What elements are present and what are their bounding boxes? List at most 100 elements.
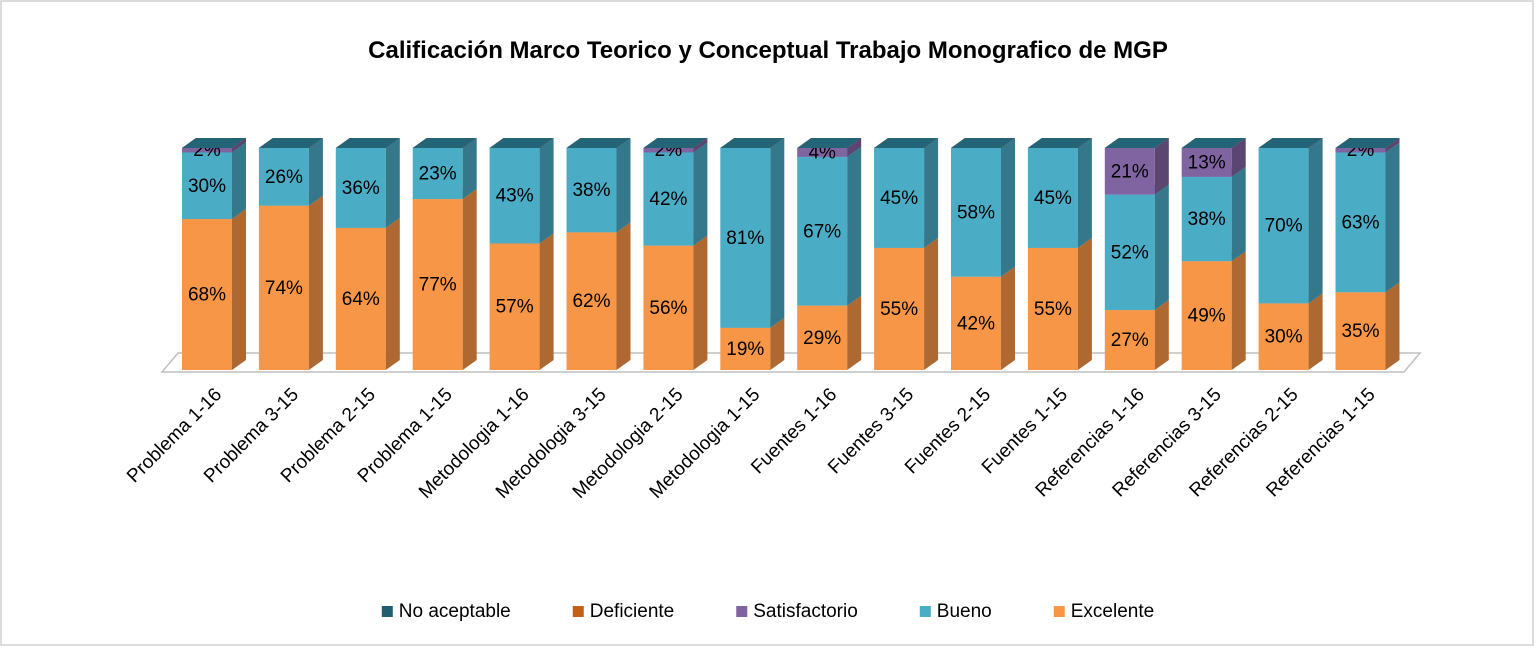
bar-front <box>1181 176 1232 262</box>
data-label: 45% <box>1034 188 1072 209</box>
bar-side <box>308 138 323 206</box>
bar-segment <box>1181 251 1246 370</box>
bar-side <box>1308 293 1323 370</box>
data-label: 74% <box>265 278 303 299</box>
data-label: 77% <box>419 275 457 296</box>
bar-side <box>1231 166 1246 262</box>
data-label: 43% <box>496 186 534 207</box>
bar-front <box>797 148 848 157</box>
bar-front <box>1258 148 1309 304</box>
bar-side <box>616 138 631 233</box>
data-label: 30% <box>1265 327 1303 348</box>
bar-segment <box>1335 138 1400 148</box>
bar-front <box>489 148 540 244</box>
bar-top <box>874 138 939 148</box>
bar-top <box>1258 138 1323 148</box>
bar-segment <box>1104 184 1169 311</box>
data-label: 55% <box>1034 299 1072 320</box>
bar-segment <box>874 237 939 370</box>
bar-front <box>1181 261 1232 370</box>
bar-side <box>693 138 708 153</box>
data-label: 30% <box>188 176 226 197</box>
bar-side <box>232 138 246 153</box>
bar-segment <box>1027 138 1092 148</box>
bar-side <box>539 233 554 370</box>
bar-segment <box>1104 138 1169 148</box>
bar-side <box>1001 138 1015 277</box>
bar-front <box>182 148 232 153</box>
bar-top <box>1027 138 1092 148</box>
bar-front <box>1258 303 1309 370</box>
bar-front <box>182 219 232 370</box>
legend-swatch <box>1053 606 1065 617</box>
chart-title: Calificación Marco Teorico y Conceptual … <box>368 37 1168 64</box>
bar-side <box>770 317 785 370</box>
bar-segment <box>182 138 246 148</box>
data-label: 23% <box>419 164 457 185</box>
bar-side <box>539 138 554 244</box>
bar-front <box>951 148 1001 277</box>
bar-side <box>385 138 400 228</box>
bar-side <box>462 138 477 200</box>
bar-front <box>643 152 694 246</box>
data-label: 35% <box>1341 321 1379 342</box>
bar-segment <box>335 138 400 148</box>
bar-front <box>874 247 925 370</box>
data-label: 42% <box>649 189 687 210</box>
legend-swatch <box>381 606 393 617</box>
bar-segment <box>412 138 477 148</box>
bar-side <box>1154 138 1169 195</box>
bar-side <box>693 235 708 370</box>
bar-segment <box>258 195 323 370</box>
bar-side <box>1385 142 1400 293</box>
bar-segment <box>258 138 323 206</box>
bar-front <box>335 148 386 228</box>
bar-front <box>1335 292 1386 370</box>
bar-top <box>489 138 554 148</box>
legend-swatch <box>572 606 584 617</box>
bar-side <box>1077 138 1092 248</box>
data-label: 27% <box>1111 330 1149 351</box>
bar-top <box>951 138 1015 148</box>
bar-side <box>1385 282 1400 370</box>
bar-side <box>462 189 477 370</box>
bar-side <box>1308 138 1323 304</box>
legend-swatch <box>919 606 931 617</box>
bar-front <box>797 156 848 306</box>
data-label: 52% <box>1111 242 1149 263</box>
bar-top <box>335 138 400 148</box>
bar-side <box>1154 184 1169 311</box>
bar-front <box>412 199 463 370</box>
legend-swatch <box>736 606 748 617</box>
bar-side <box>924 138 939 248</box>
legend-label: Deficiente <box>590 601 675 622</box>
bar-side <box>847 138 862 157</box>
data-label: 62% <box>572 291 610 312</box>
bar-top <box>1181 138 1246 148</box>
data-label: 29% <box>803 328 841 349</box>
bar-front <box>489 243 540 370</box>
data-label: 64% <box>342 289 380 310</box>
bar-side <box>847 295 862 370</box>
bar-segment <box>258 138 323 148</box>
data-label: 57% <box>496 297 534 318</box>
bar-side <box>1231 251 1246 370</box>
bar-segment <box>566 138 631 148</box>
data-label: 81% <box>726 228 764 249</box>
bar-segment <box>874 138 939 148</box>
bar-segment <box>1258 138 1323 148</box>
data-label: 13% <box>1188 152 1226 173</box>
legend-label: Bueno <box>937 601 992 622</box>
data-label: 42% <box>957 313 995 334</box>
bar-segment <box>720 138 785 148</box>
data-label: 36% <box>342 178 380 199</box>
bar-front <box>1335 148 1386 153</box>
data-label: 26% <box>265 167 303 188</box>
bar-segment <box>643 138 708 148</box>
bar-side <box>847 146 862 306</box>
data-label: 68% <box>188 285 226 306</box>
bar-front <box>951 276 1001 370</box>
bar-segment <box>797 138 862 148</box>
bar-front <box>258 205 309 370</box>
